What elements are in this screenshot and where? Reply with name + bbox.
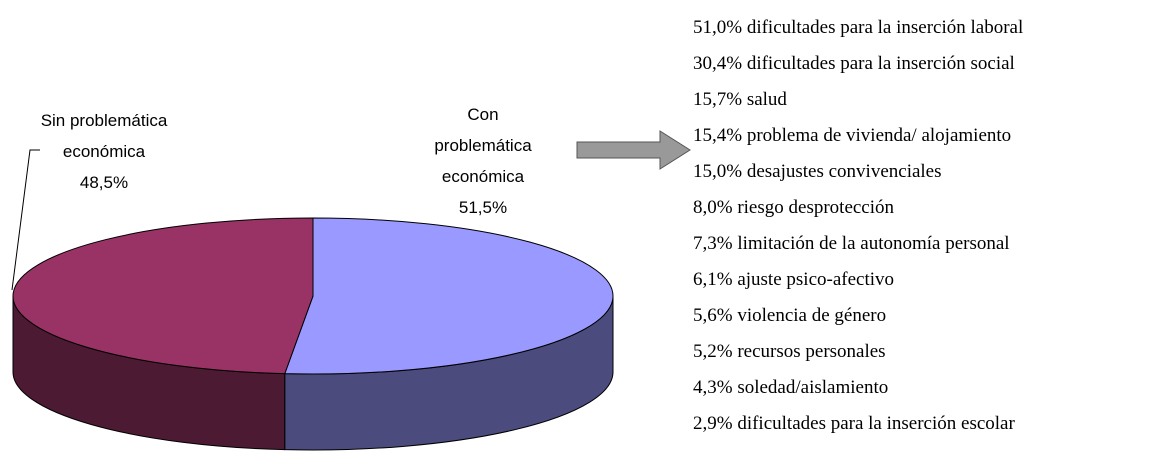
detail-value: 15,7% (693, 89, 743, 110)
leader-line (11, 149, 40, 291)
detail-item: 15,4% problema de vivienda/ alojamiento (693, 118, 1023, 154)
detail-value: 51,0% (693, 17, 743, 38)
detail-value: 5,2% (693, 341, 733, 362)
detail-value: 15,4% (693, 125, 743, 146)
detail-label: soledad/aislamiento (737, 377, 889, 398)
detail-label: limitación de la autonomía personal (737, 233, 1010, 254)
detail-item: 2,9% dificultades para la inserción esco… (693, 406, 1023, 442)
detail-label: dificultades para la inserción laboral (746, 17, 1024, 38)
detail-label: ajuste psico-afectivo (737, 269, 895, 290)
slice-name: Sin problemática económica (40, 111, 168, 161)
detail-label: riesgo desprotección (737, 197, 895, 218)
slice-name: Con problemática económica (434, 105, 532, 186)
detail-item: 5,6% violencia de género (693, 298, 1023, 334)
detail-item: 15,7% salud (693, 82, 1023, 118)
detail-value: 8,0% (693, 197, 733, 218)
detail-label: dificultades para la inserción escolar (737, 413, 1015, 434)
slice (12, 217, 314, 375)
detail-label: problema de vivienda/ alojamiento (746, 125, 1012, 146)
detail-label: dificultades para la inserción social (746, 53, 1015, 74)
slice-label: Sin problemática económica 48,5% (28, 105, 180, 198)
slice-value: 48,5% (79, 173, 129, 192)
detail-list: 51,0% dificultades para la inserción lab… (693, 10, 1023, 442)
detail-value: 6,1% (693, 269, 733, 290)
detail-item: 5,2% recursos personales (693, 334, 1023, 370)
detail-item: 7,3% limitación de la autonomía personal (693, 226, 1023, 262)
detail-item: 30,4% dificultades para la inserción soc… (693, 46, 1023, 82)
detail-value: 30,4% (693, 53, 743, 74)
detail-item: 4,3% soledad/aislamiento (693, 370, 1023, 406)
detail-value: 7,3% (693, 233, 733, 254)
detail-item: 15,0% desajustes convivenciales (693, 154, 1023, 190)
detail-label: violencia de género (737, 305, 887, 326)
detail-item: 8,0% riesgo desprotección (693, 190, 1023, 226)
detail-value: 4,3% (693, 377, 733, 398)
slice (284, 217, 614, 375)
arrow (576, 130, 691, 170)
detail-item: 6,1% ajuste psico-afectivo (693, 262, 1023, 298)
detail-value: 2,9% (693, 413, 733, 434)
detail-label: recursos personales (737, 341, 886, 362)
slice-label: Con problemática económica 51,5% (418, 99, 548, 223)
detail-value: 15,0% (693, 161, 743, 182)
detail-label: desajustes convivenciales (746, 161, 942, 182)
detail-label: salud (746, 89, 787, 110)
detail-value: 5,6% (693, 305, 733, 326)
slice-value: 51,5% (458, 198, 508, 217)
detail-item: 51,0% dificultades para la inserción lab… (693, 10, 1023, 46)
